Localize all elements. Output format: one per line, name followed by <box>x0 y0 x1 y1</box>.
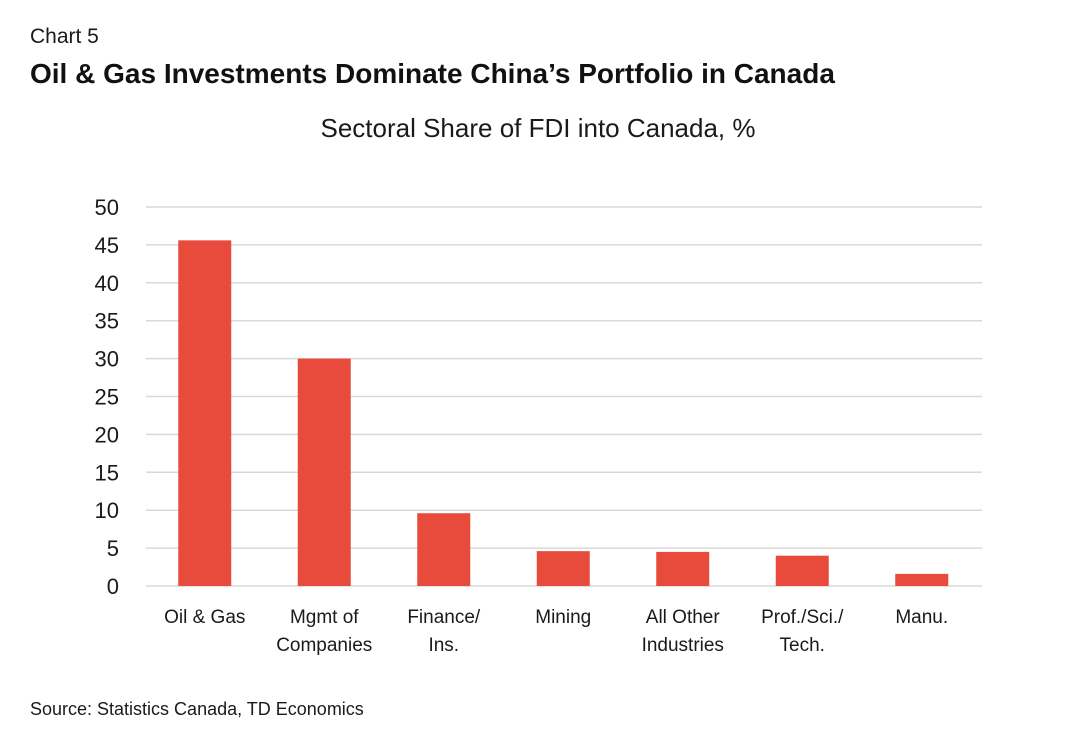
y-tick-label: 15 <box>95 460 119 485</box>
x-tick-label: Mgmt of Companies <box>276 607 372 656</box>
x-tick-label: Mining <box>535 607 591 628</box>
plot-title: Sectoral Share of FDI into Canada, % <box>320 113 756 143</box>
chart-number-label: Chart 5 <box>30 25 99 48</box>
bar <box>178 240 232 587</box>
bar <box>297 358 351 586</box>
bar <box>775 555 829 586</box>
y-tick-label: 40 <box>95 271 119 296</box>
chart-headline: Oil & Gas Investments Dominate China’s P… <box>30 58 835 89</box>
y-tick-label: 10 <box>95 498 119 523</box>
x-tick-label: Oil & Gas <box>164 607 245 628</box>
source-note: Source: Statistics Canada, TD Economics <box>30 699 364 719</box>
y-tick-label: 45 <box>95 233 119 258</box>
y-tick-label: 50 <box>95 195 119 220</box>
x-tick-label: Manu. <box>895 607 948 628</box>
x-tick-label: Finance/Ins. <box>407 607 481 656</box>
y-tick-label: 30 <box>95 347 119 372</box>
y-tick-label: 35 <box>95 309 119 334</box>
x-tick-label: Prof./Sci./Tech. <box>761 607 844 656</box>
y-tick-label: 25 <box>95 385 119 410</box>
y-tick-label: 0 <box>107 574 119 599</box>
y-tick-label: 5 <box>107 536 119 561</box>
bar <box>656 551 710 586</box>
bar <box>895 573 949 586</box>
bar <box>417 513 471 586</box>
bar <box>536 551 590 586</box>
y-tick-label: 20 <box>95 422 119 447</box>
x-tick-label: All Other Industries <box>642 607 724 656</box>
